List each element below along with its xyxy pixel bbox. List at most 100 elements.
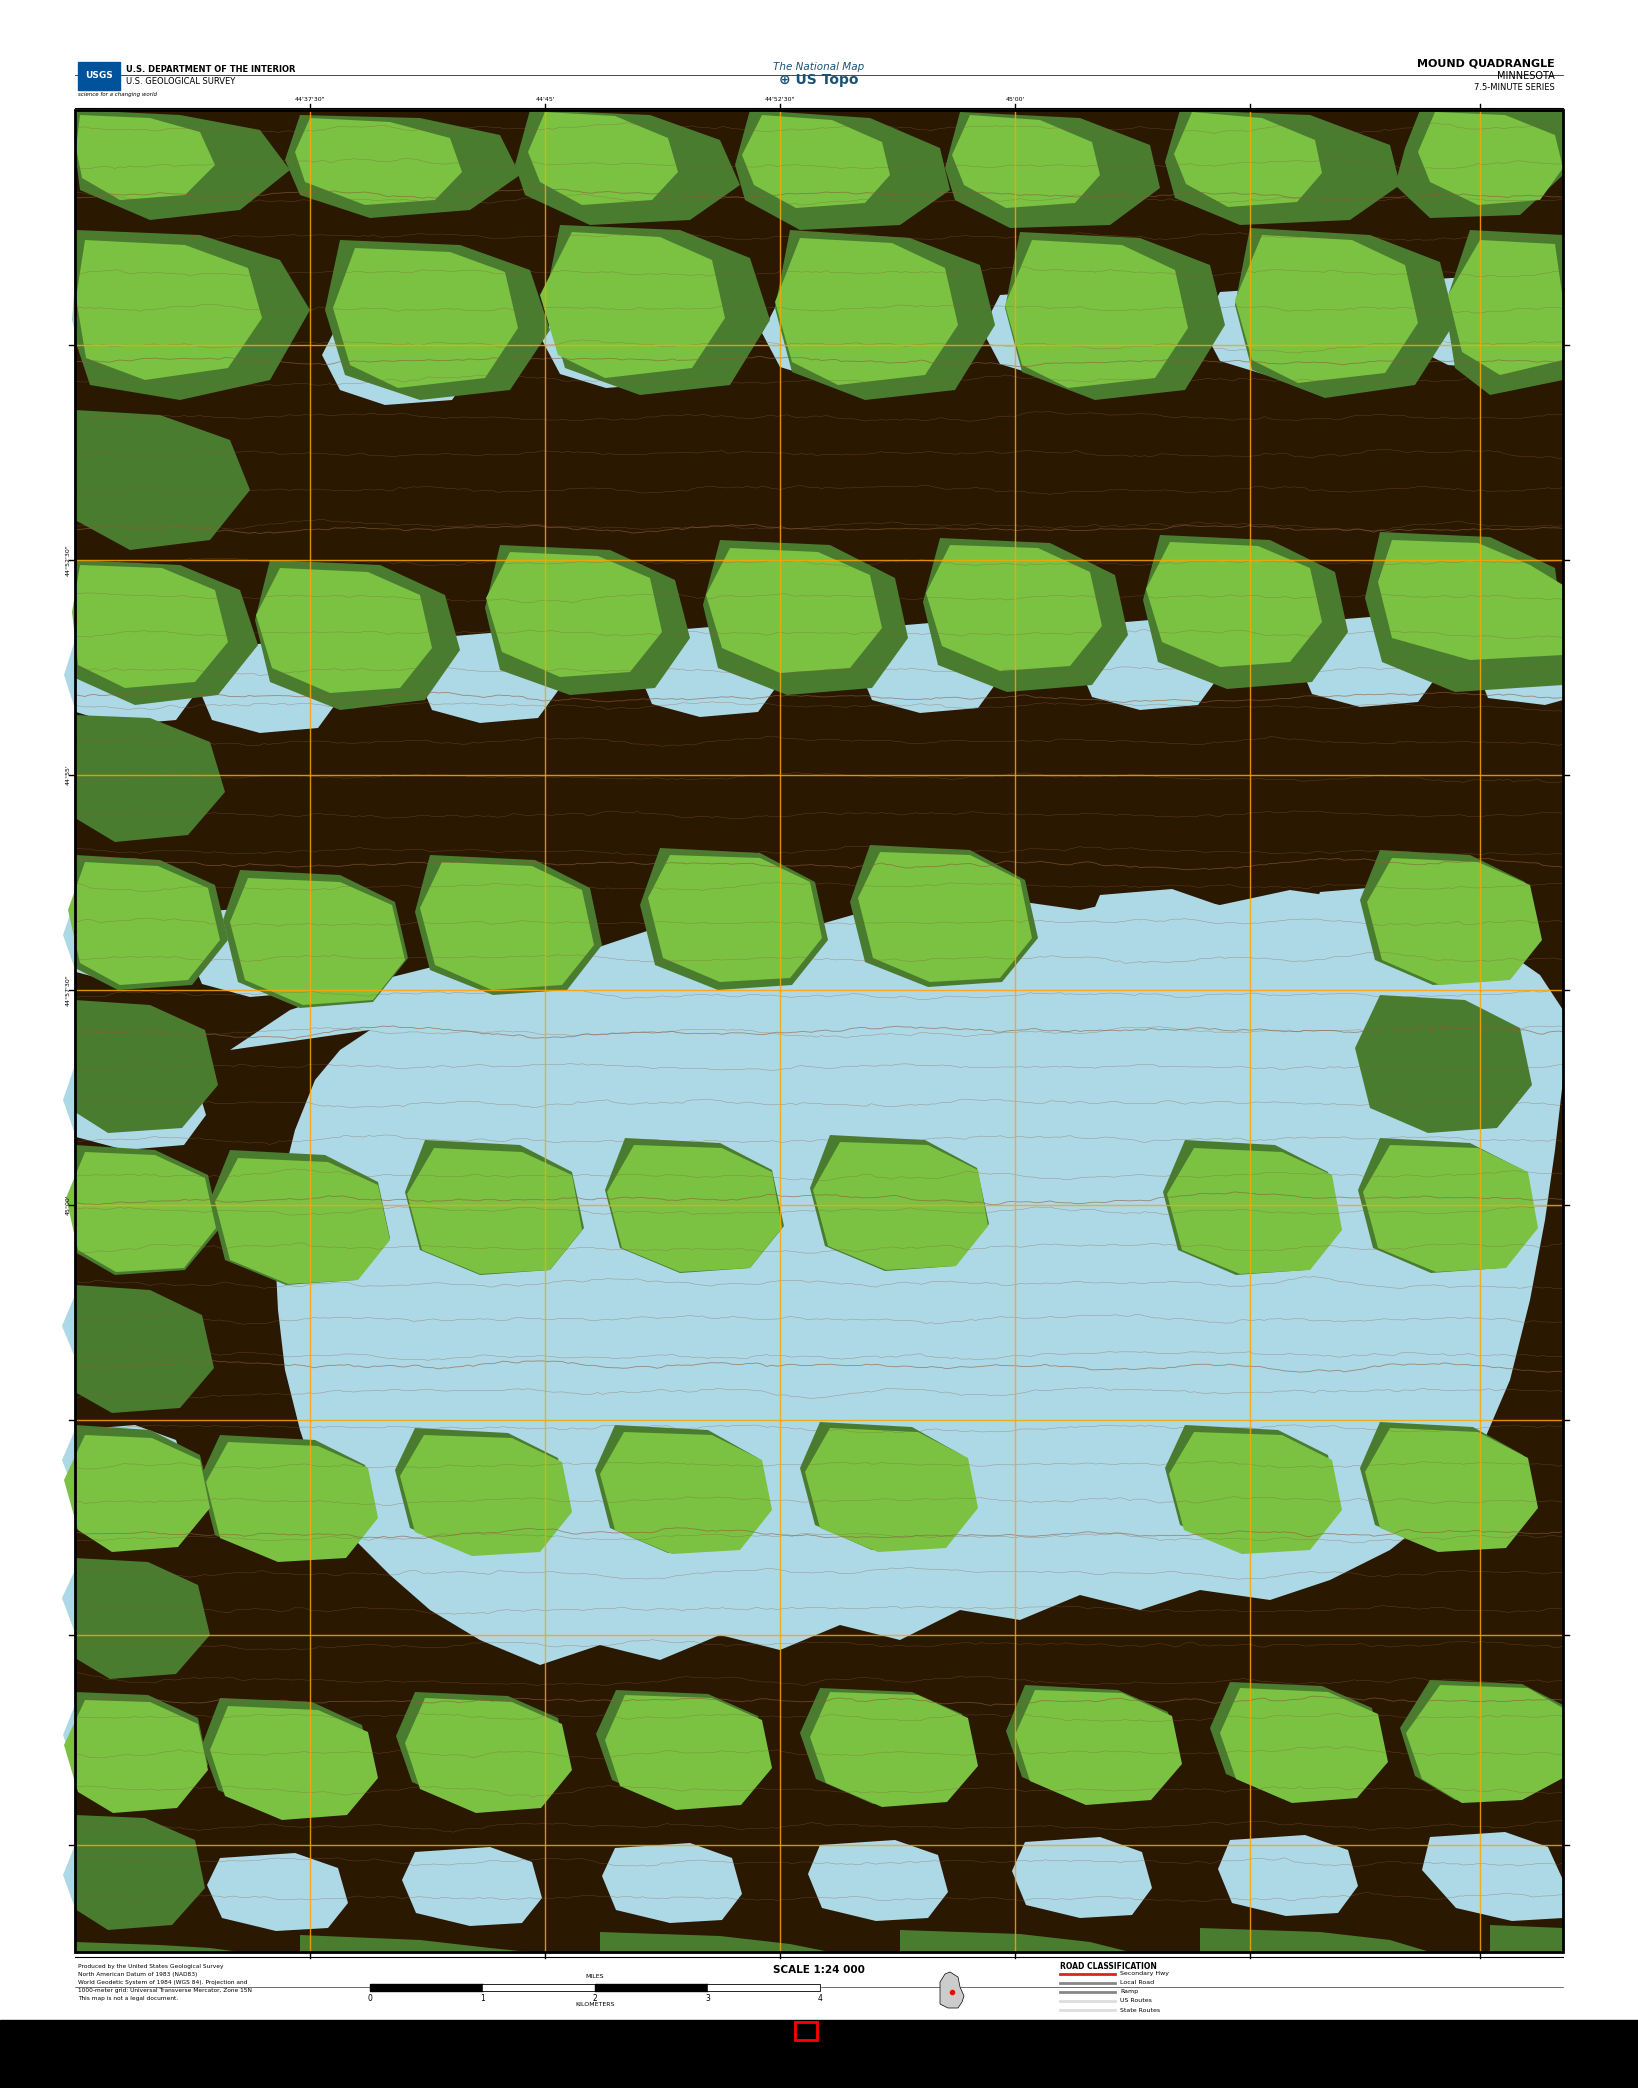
Polygon shape [1006, 240, 1188, 388]
Text: This map is not a legal document.: This map is not a legal document. [79, 1996, 179, 2000]
Polygon shape [1355, 996, 1532, 1134]
Polygon shape [223, 871, 408, 1009]
Text: Produced by the United States Geological Survey: Produced by the United States Geological… [79, 1965, 223, 1969]
Text: 45'00': 45'00' [1006, 96, 1025, 102]
Text: 44°55': 44°55' [66, 764, 70, 785]
Text: The National Map: The National Map [773, 63, 865, 71]
Polygon shape [324, 240, 550, 401]
Polygon shape [604, 1695, 771, 1810]
Polygon shape [210, 1150, 390, 1284]
Polygon shape [229, 889, 1563, 1664]
Polygon shape [201, 1698, 372, 1814]
Bar [75, 111, 1563, 1952]
Polygon shape [1422, 1831, 1563, 1921]
Bar [794, 2021, 817, 2040]
Polygon shape [187, 906, 329, 996]
Text: science for a changing world: science for a changing world [79, 92, 157, 96]
Polygon shape [812, 1142, 988, 1270]
Polygon shape [775, 238, 958, 384]
Text: U.S. DEPARTMENT OF THE INTERIOR: U.S. DEPARTMENT OF THE INTERIOR [126, 65, 295, 75]
Text: North American Datum of 1983 (NAD83): North American Datum of 1983 (NAD83) [79, 1971, 197, 1977]
Polygon shape [858, 852, 1032, 981]
Polygon shape [1305, 885, 1450, 977]
Polygon shape [75, 854, 228, 990]
Polygon shape [75, 230, 310, 401]
Text: 1000-meter grid: Universal Transverse Mercator, Zone 15N: 1000-meter grid: Universal Transverse Me… [79, 1988, 252, 1994]
Polygon shape [542, 301, 695, 388]
Text: SCALE 1:24 000: SCALE 1:24 000 [773, 1965, 865, 1975]
Text: ROAD CLASSIFICATION: ROAD CLASSIFICATION [1060, 1963, 1156, 1971]
Polygon shape [75, 560, 259, 706]
Polygon shape [1006, 1685, 1178, 1802]
Polygon shape [545, 226, 770, 395]
Polygon shape [229, 877, 405, 1004]
Polygon shape [945, 113, 1160, 228]
Polygon shape [775, 230, 994, 401]
Polygon shape [72, 566, 228, 689]
Text: State Routes: State Routes [1120, 2007, 1160, 2013]
Polygon shape [75, 1558, 210, 1679]
Polygon shape [925, 545, 1102, 670]
Polygon shape [1491, 1925, 1563, 1952]
Polygon shape [608, 1144, 781, 1272]
Polygon shape [62, 1424, 188, 1505]
Polygon shape [1220, 1687, 1387, 1804]
Polygon shape [1202, 286, 1355, 376]
Polygon shape [64, 1700, 208, 1812]
Text: MINNESOTA: MINNESOTA [1497, 71, 1554, 81]
Polygon shape [75, 714, 224, 841]
Polygon shape [645, 896, 790, 988]
Polygon shape [649, 854, 822, 981]
Polygon shape [640, 848, 827, 990]
Text: Local Road: Local Road [1120, 1982, 1155, 1986]
Polygon shape [1473, 612, 1563, 706]
Polygon shape [603, 1844, 742, 1923]
Polygon shape [416, 633, 560, 722]
Polygon shape [1210, 1683, 1382, 1800]
Text: 3: 3 [704, 1994, 709, 2002]
Polygon shape [285, 115, 519, 217]
Polygon shape [600, 1931, 830, 1952]
Polygon shape [1396, 111, 1563, 217]
Polygon shape [596, 1689, 768, 1804]
Polygon shape [419, 862, 595, 990]
Text: U.S. GEOLOGICAL SURVEY: U.S. GEOLOGICAL SURVEY [126, 77, 236, 86]
Polygon shape [1086, 889, 1230, 979]
Text: 2: 2 [593, 1994, 598, 2002]
Polygon shape [1147, 543, 1322, 666]
Polygon shape [1163, 1140, 1340, 1276]
Polygon shape [1012, 1837, 1152, 1919]
Polygon shape [703, 541, 907, 695]
Polygon shape [1170, 1432, 1342, 1553]
Polygon shape [72, 276, 241, 367]
Bar [79, 63, 120, 90]
Polygon shape [69, 862, 219, 986]
Polygon shape [75, 1000, 218, 1134]
Polygon shape [206, 1852, 347, 1931]
Polygon shape [1143, 535, 1348, 689]
Polygon shape [762, 292, 914, 380]
Text: 44'52'30": 44'52'30" [765, 96, 796, 102]
Polygon shape [600, 1432, 771, 1553]
Polygon shape [1405, 1685, 1563, 1804]
Polygon shape [426, 902, 570, 994]
Polygon shape [206, 1443, 378, 1562]
Polygon shape [1219, 1835, 1358, 1917]
Polygon shape [62, 1840, 179, 1919]
Polygon shape [1174, 113, 1322, 207]
Polygon shape [1448, 240, 1563, 376]
Polygon shape [1445, 230, 1563, 395]
Text: World Geodetic System of 1984 (WGS 84). Projection and: World Geodetic System of 1984 (WGS 84). … [79, 1979, 247, 1986]
Polygon shape [75, 1814, 205, 1929]
Text: 0: 0 [367, 1994, 372, 2002]
Text: 44'37'30": 44'37'30" [295, 96, 326, 102]
Polygon shape [922, 539, 1129, 691]
Text: US Routes: US Routes [1120, 1998, 1152, 2004]
Polygon shape [396, 1691, 568, 1806]
Polygon shape [62, 1700, 180, 1779]
Polygon shape [541, 232, 726, 378]
Polygon shape [636, 626, 780, 716]
Polygon shape [414, 854, 603, 996]
Polygon shape [200, 1434, 377, 1560]
Polygon shape [706, 547, 881, 672]
